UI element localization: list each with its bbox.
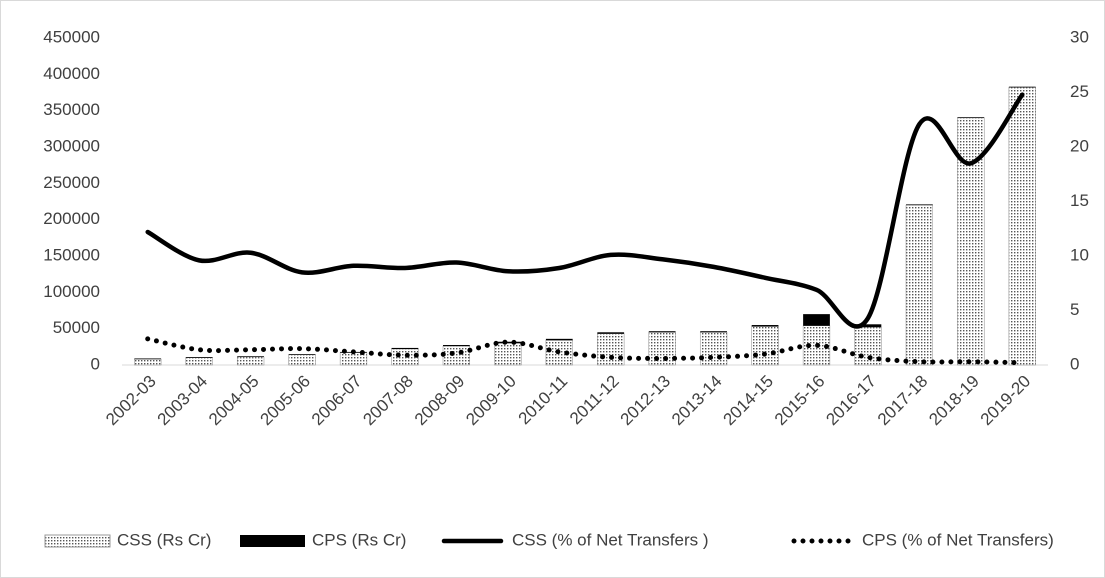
bar [597, 332, 625, 334]
bar [957, 117, 985, 118]
y-tick-label: 250000 [43, 173, 100, 192]
y2-tick-label: 30 [1070, 27, 1089, 46]
legend-label: CSS (Rs Cr) [117, 530, 211, 549]
y2-tick-label: 10 [1070, 245, 1089, 264]
y2-tick-label: 20 [1070, 136, 1089, 155]
bar [391, 347, 419, 350]
bar [442, 345, 471, 366]
bar [185, 357, 213, 358]
bar [751, 326, 779, 366]
bar [494, 342, 522, 366]
bar [185, 357, 213, 366]
y2-tick-label: 15 [1070, 191, 1089, 210]
legend-swatch [240, 535, 305, 547]
y-tick-label: 50000 [53, 318, 100, 337]
legend-swatch [44, 534, 111, 548]
legend-label: CSS (% of Net Transfers ) [512, 530, 709, 549]
y-tick-label: 200000 [43, 209, 100, 228]
y2-tick-label: 5 [1070, 300, 1079, 319]
bar [854, 324, 882, 328]
bar [545, 338, 573, 341]
bar [134, 358, 162, 360]
bar [391, 348, 419, 366]
y-tick-label: 450000 [43, 27, 100, 46]
y-tick-label: 150000 [43, 245, 100, 264]
y-tick-label: 100000 [43, 282, 100, 301]
bar [699, 332, 728, 366]
y-tick-label: 300000 [43, 136, 100, 155]
bar [700, 331, 727, 333]
bar [494, 341, 522, 344]
bar [906, 204, 933, 206]
bar [751, 325, 779, 327]
bar [237, 356, 264, 358]
y2-tick-label: 0 [1070, 354, 1079, 373]
y2-tick-label: 25 [1070, 82, 1089, 101]
bar [134, 358, 162, 366]
legend-label: CPS (Rs Cr) [312, 530, 406, 549]
bar [443, 345, 470, 347]
bar [288, 354, 316, 355]
line [145, 336, 1025, 366]
line [145, 92, 1025, 329]
bar [1008, 86, 1036, 88]
y-tick-label: 400000 [43, 64, 100, 83]
y-tick-label: 0 [91, 354, 100, 373]
bar [236, 356, 265, 366]
bar [648, 332, 676, 366]
bar [648, 331, 676, 333]
bar [803, 314, 830, 326]
legend-label: CPS (% of Net Transfers) [862, 530, 1054, 549]
bar [905, 204, 934, 366]
bar [288, 354, 316, 366]
y-tick-label: 350000 [43, 100, 100, 119]
bar [1008, 87, 1036, 366]
